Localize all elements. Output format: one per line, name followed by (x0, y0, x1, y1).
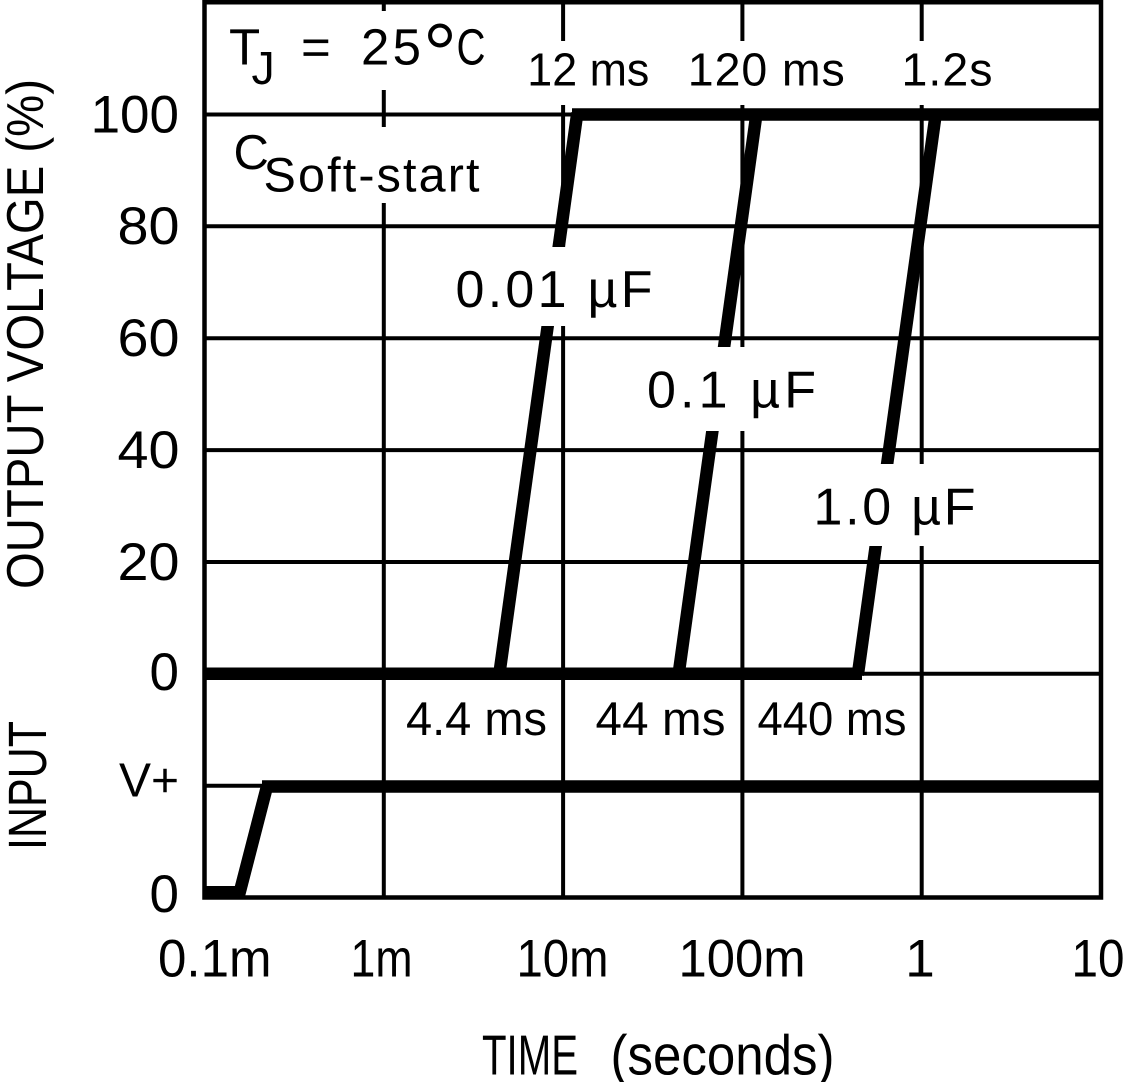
svg-text:V+: V+ (119, 755, 179, 808)
svg-text:1.0 µF: 1.0 µF (814, 479, 976, 537)
svg-text:100: 100 (91, 85, 179, 144)
svg-text:1: 1 (905, 930, 934, 989)
svg-text:1.2s: 1.2s (902, 44, 993, 96)
svg-text:Soft-start: Soft-start (264, 149, 481, 203)
svg-text:C: C (457, 19, 486, 76)
svg-text:=: = (301, 19, 331, 76)
svg-text:0.1m: 0.1m (158, 930, 272, 989)
svg-text:120 ms: 120 ms (688, 44, 845, 96)
svg-text:T: T (229, 19, 260, 76)
svg-text:0.1 µF: 0.1 µF (647, 362, 816, 420)
svg-text:J: J (252, 42, 275, 94)
svg-text:20: 20 (118, 533, 180, 592)
svg-text:100m: 100m (679, 930, 806, 989)
svg-text:1m: 1m (351, 930, 413, 989)
svg-text:44 ms: 44 ms (596, 693, 726, 746)
svg-text:4.4 ms: 4.4 ms (406, 693, 547, 746)
svg-text:TIME: TIME (482, 1024, 578, 1082)
svg-text:12 ms: 12 ms (527, 44, 649, 96)
svg-text:10: 10 (1072, 930, 1124, 989)
svg-text:10m: 10m (517, 930, 609, 989)
svg-text:25: 25 (361, 19, 424, 76)
svg-text:40: 40 (118, 421, 180, 480)
svg-text:C: C (234, 126, 269, 180)
svg-text:0: 0 (150, 643, 179, 702)
svg-text:0: 0 (150, 865, 179, 924)
svg-text:440 ms: 440 ms (758, 693, 907, 746)
svg-text:INPUT: INPUT (0, 721, 58, 850)
svg-text:(seconds): (seconds) (611, 1024, 835, 1082)
svg-text:OUTPUT VOLTAGE (%): OUTPUT VOLTAGE (%) (0, 79, 55, 589)
svg-text:80: 80 (118, 197, 180, 256)
svg-text:60: 60 (118, 309, 180, 368)
